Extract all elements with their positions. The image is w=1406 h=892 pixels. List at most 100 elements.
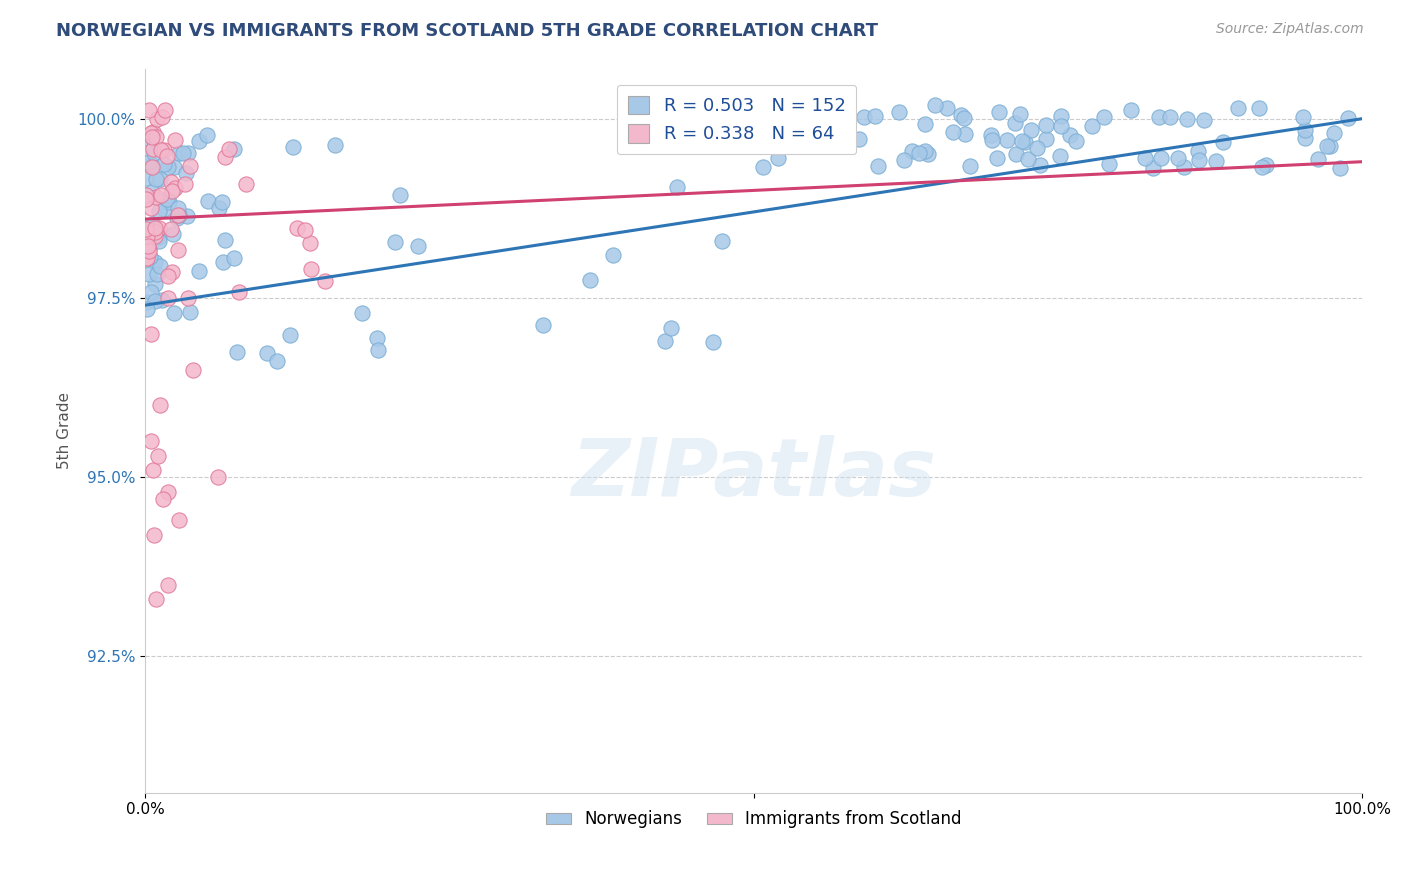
- Point: [763, 112, 786, 126]
- Point: [136, 238, 159, 252]
- Point: [157, 195, 180, 210]
- Point: [408, 239, 430, 253]
- Point: [153, 103, 176, 117]
- Point: [156, 192, 179, 206]
- Point: [141, 158, 163, 172]
- Point: [181, 362, 204, 376]
- Point: [207, 470, 229, 484]
- Point: [136, 301, 159, 316]
- Point: [150, 293, 173, 307]
- Point: [710, 234, 733, 248]
- Point: [917, 147, 939, 161]
- Point: [299, 261, 322, 276]
- Point: [924, 98, 946, 112]
- Point: [752, 160, 775, 174]
- Point: [1035, 132, 1057, 146]
- Point: [159, 176, 181, 190]
- Point: [142, 527, 165, 541]
- Point: [863, 110, 886, 124]
- Point: [157, 484, 180, 499]
- Point: [1080, 120, 1102, 134]
- Point: [776, 107, 799, 121]
- Point: [1254, 158, 1277, 172]
- Point: [367, 343, 389, 358]
- Point: [893, 153, 915, 168]
- Point: [1187, 145, 1209, 159]
- Point: [135, 251, 157, 265]
- Point: [165, 181, 187, 195]
- Point: [1025, 140, 1047, 154]
- Point: [804, 124, 827, 138]
- Point: [146, 449, 169, 463]
- Point: [135, 295, 157, 310]
- Point: [214, 233, 236, 247]
- Point: [143, 277, 166, 292]
- Point: [148, 229, 170, 244]
- Point: [953, 127, 976, 141]
- Point: [145, 130, 167, 145]
- Point: [914, 144, 936, 158]
- Point: [531, 318, 554, 333]
- Point: [214, 150, 236, 164]
- Point: [212, 254, 235, 268]
- Point: [1035, 119, 1057, 133]
- Point: [145, 112, 167, 127]
- Point: [1212, 135, 1234, 149]
- Y-axis label: 5th Grade: 5th Grade: [58, 392, 72, 469]
- Point: [848, 132, 870, 146]
- Point: [980, 133, 1002, 147]
- Point: [135, 192, 157, 206]
- Point: [1319, 139, 1341, 153]
- Point: [136, 227, 159, 241]
- Point: [177, 145, 200, 160]
- Point: [145, 190, 167, 204]
- Point: [1050, 119, 1073, 133]
- Point: [1049, 149, 1071, 163]
- Point: [152, 491, 174, 506]
- Point: [1049, 109, 1071, 123]
- Point: [179, 159, 201, 173]
- Point: [935, 101, 957, 115]
- Point: [156, 149, 179, 163]
- Point: [172, 145, 194, 160]
- Point: [139, 250, 162, 264]
- Point: [949, 108, 972, 122]
- Point: [1119, 103, 1142, 118]
- Point: [162, 306, 184, 320]
- Point: [224, 252, 246, 266]
- Point: [235, 178, 257, 192]
- Point: [157, 268, 180, 283]
- Point: [141, 217, 163, 231]
- Point: [1150, 151, 1173, 165]
- Point: [1292, 111, 1315, 125]
- Point: [149, 259, 172, 273]
- Point: [142, 142, 165, 156]
- Point: [139, 126, 162, 140]
- Point: [1323, 127, 1346, 141]
- Point: [142, 463, 165, 477]
- Point: [801, 128, 824, 142]
- Point: [959, 159, 981, 173]
- Point: [702, 334, 724, 349]
- Point: [167, 201, 190, 215]
- Point: [1147, 110, 1170, 124]
- Point: [287, 220, 309, 235]
- Point: [208, 202, 231, 216]
- Point: [352, 306, 374, 320]
- Point: [135, 131, 157, 145]
- Point: [1135, 151, 1157, 165]
- Point: [145, 592, 167, 607]
- Point: [1205, 153, 1227, 168]
- Point: [1175, 112, 1198, 126]
- Point: [1329, 161, 1351, 176]
- Point: [1004, 115, 1026, 129]
- Point: [149, 399, 172, 413]
- Point: [1005, 147, 1028, 161]
- Point: [150, 188, 173, 202]
- Point: [143, 293, 166, 308]
- Point: [602, 248, 624, 262]
- Point: [153, 202, 176, 216]
- Point: [1167, 151, 1189, 165]
- Point: [141, 185, 163, 199]
- Point: [153, 143, 176, 157]
